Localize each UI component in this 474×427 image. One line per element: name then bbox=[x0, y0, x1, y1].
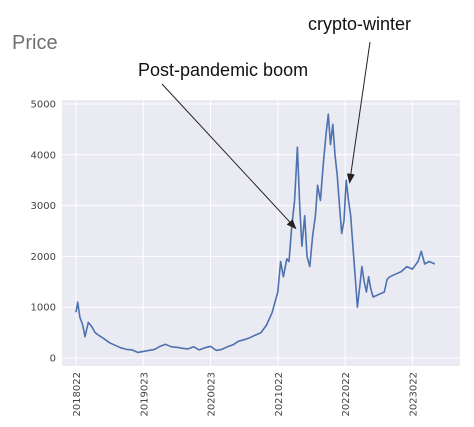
x-tick-label: 2021022 bbox=[274, 372, 285, 417]
y-tick-label: 0 bbox=[50, 354, 56, 365]
plot-area bbox=[62, 100, 460, 366]
y-tick-label: 5000 bbox=[31, 100, 56, 111]
annotation-arrows bbox=[161, 41, 371, 230]
chart-title: Price bbox=[12, 32, 58, 54]
annotation-arrow bbox=[161, 83, 297, 230]
y-tick-label: 2000 bbox=[31, 252, 56, 263]
x-tick-label: 2019023 bbox=[139, 372, 150, 417]
annotation-crypto-winter: crypto-winter bbox=[308, 14, 412, 34]
y-tick-label: 4000 bbox=[31, 150, 56, 161]
x-tick-label: 2022022 bbox=[341, 372, 352, 417]
annotation-arrow bbox=[346, 41, 371, 184]
price-series-line bbox=[75, 113, 436, 354]
annotation-post-pandemic-boom: Post-pandemic boom bbox=[138, 60, 309, 80]
x-tick-label: 2018022 bbox=[72, 372, 83, 417]
x-tick-label: 2023022 bbox=[408, 372, 419, 417]
gridlines bbox=[62, 100, 460, 366]
x-axis: 2018022 2019023 2020023 2021022 2022022 20230… bbox=[72, 372, 419, 417]
y-tick-label: 1000 bbox=[31, 303, 56, 314]
y-tick-label: 3000 bbox=[31, 201, 56, 212]
y-axis: 0 1000 2000 3000 4000 5000 bbox=[31, 100, 56, 365]
x-tick-label: 2020023 bbox=[207, 372, 218, 417]
